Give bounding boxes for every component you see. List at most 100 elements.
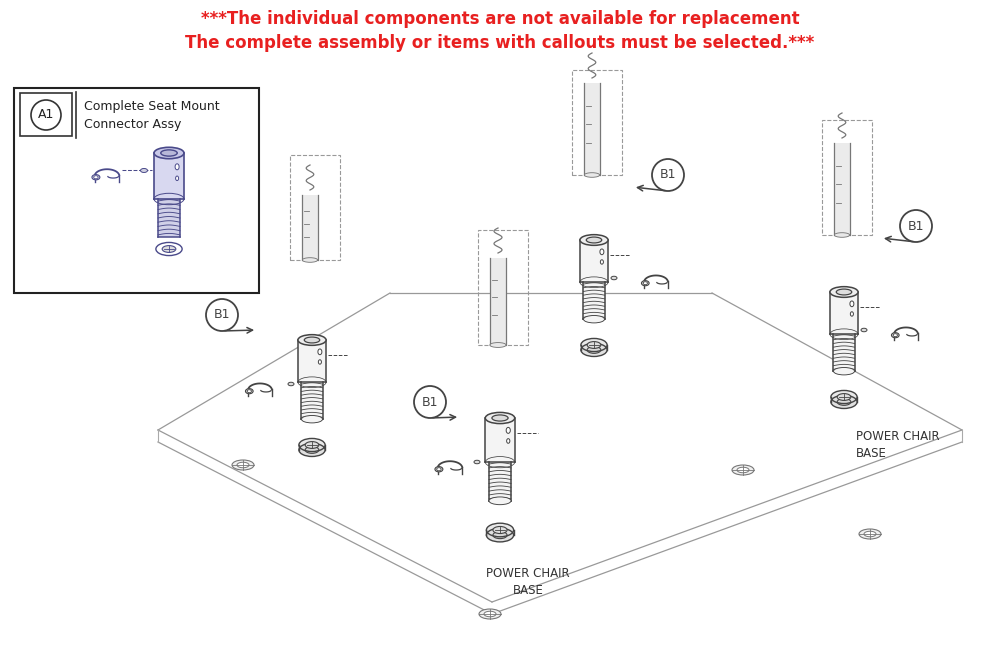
Circle shape	[206, 299, 238, 331]
Text: ***The individual components are not available for replacement: ***The individual components are not ava…	[201, 10, 799, 28]
Ellipse shape	[140, 169, 148, 173]
Ellipse shape	[485, 412, 515, 424]
Bar	[830, 292, 858, 334]
Ellipse shape	[479, 609, 501, 619]
Text: B1: B1	[422, 396, 438, 408]
Ellipse shape	[301, 416, 323, 423]
Bar	[583, 282, 605, 319]
Bar	[833, 334, 855, 372]
Ellipse shape	[298, 335, 326, 346]
Ellipse shape	[836, 289, 852, 295]
Ellipse shape	[859, 529, 881, 539]
Ellipse shape	[587, 342, 601, 348]
Ellipse shape	[302, 257, 318, 262]
Bar	[584, 83, 600, 175]
Ellipse shape	[507, 439, 510, 444]
Ellipse shape	[732, 465, 754, 475]
Ellipse shape	[893, 334, 897, 337]
Ellipse shape	[837, 394, 851, 400]
Bar	[490, 258, 506, 345]
Ellipse shape	[492, 415, 508, 421]
Bar	[831, 397, 857, 402]
Ellipse shape	[891, 333, 899, 338]
Circle shape	[31, 100, 61, 130]
Ellipse shape	[850, 311, 853, 316]
Ellipse shape	[288, 382, 294, 386]
Ellipse shape	[154, 147, 184, 159]
Ellipse shape	[318, 349, 322, 355]
Ellipse shape	[834, 233, 850, 237]
Ellipse shape	[474, 460, 480, 464]
Ellipse shape	[156, 247, 182, 261]
Ellipse shape	[161, 150, 177, 156]
Ellipse shape	[490, 343, 506, 348]
Bar	[302, 195, 318, 260]
Bar	[478, 230, 528, 345]
Ellipse shape	[600, 259, 603, 264]
Ellipse shape	[586, 237, 602, 243]
Ellipse shape	[305, 446, 319, 454]
Ellipse shape	[156, 242, 182, 255]
Ellipse shape	[299, 438, 325, 452]
Bar	[301, 382, 323, 419]
Bar	[14, 88, 259, 293]
Ellipse shape	[643, 281, 647, 285]
Ellipse shape	[861, 328, 867, 331]
Ellipse shape	[864, 531, 876, 537]
Ellipse shape	[580, 235, 608, 245]
Text: POWER CHAIR
BASE: POWER CHAIR BASE	[856, 430, 940, 460]
Ellipse shape	[304, 337, 320, 343]
Bar	[486, 530, 514, 535]
Text: A1: A1	[38, 109, 54, 121]
Ellipse shape	[94, 175, 98, 179]
Bar	[156, 249, 182, 254]
Ellipse shape	[437, 468, 441, 471]
Ellipse shape	[486, 528, 514, 542]
Ellipse shape	[318, 360, 321, 364]
Bar	[154, 153, 184, 199]
Bar	[299, 445, 325, 450]
Bar	[298, 340, 326, 382]
Bar	[572, 70, 622, 175]
Text: Complete Seat Mount
Connector Assy: Complete Seat Mount Connector Assy	[84, 100, 220, 131]
Ellipse shape	[833, 368, 855, 375]
Ellipse shape	[232, 460, 254, 470]
Bar	[20, 93, 72, 136]
Ellipse shape	[600, 249, 604, 255]
Bar	[485, 418, 515, 462]
Circle shape	[414, 386, 446, 418]
Bar	[489, 462, 511, 501]
Bar	[834, 143, 850, 235]
Text: B1: B1	[908, 219, 924, 233]
Ellipse shape	[493, 526, 507, 534]
Bar	[580, 240, 608, 282]
Bar	[290, 155, 340, 260]
Text: The complete assembly or items with callouts must be selected.***: The complete assembly or items with call…	[185, 34, 815, 52]
Ellipse shape	[611, 276, 617, 279]
Ellipse shape	[581, 344, 607, 356]
Ellipse shape	[162, 251, 176, 257]
Circle shape	[652, 159, 684, 191]
Ellipse shape	[247, 390, 251, 393]
Ellipse shape	[830, 287, 858, 297]
Ellipse shape	[850, 301, 854, 307]
Ellipse shape	[493, 532, 507, 539]
Ellipse shape	[237, 462, 249, 468]
Ellipse shape	[581, 338, 607, 352]
Ellipse shape	[435, 467, 443, 472]
Ellipse shape	[245, 389, 253, 394]
Ellipse shape	[584, 173, 600, 177]
Ellipse shape	[92, 175, 100, 180]
Ellipse shape	[831, 396, 857, 408]
Ellipse shape	[175, 164, 179, 170]
Ellipse shape	[176, 176, 179, 181]
Ellipse shape	[162, 245, 176, 252]
Ellipse shape	[831, 390, 857, 404]
Bar	[581, 345, 607, 350]
Circle shape	[900, 210, 932, 242]
Ellipse shape	[299, 444, 325, 456]
Ellipse shape	[587, 347, 601, 354]
Text: POWER CHAIR
BASE: POWER CHAIR BASE	[486, 567, 570, 597]
Ellipse shape	[305, 442, 319, 448]
Ellipse shape	[737, 468, 749, 473]
